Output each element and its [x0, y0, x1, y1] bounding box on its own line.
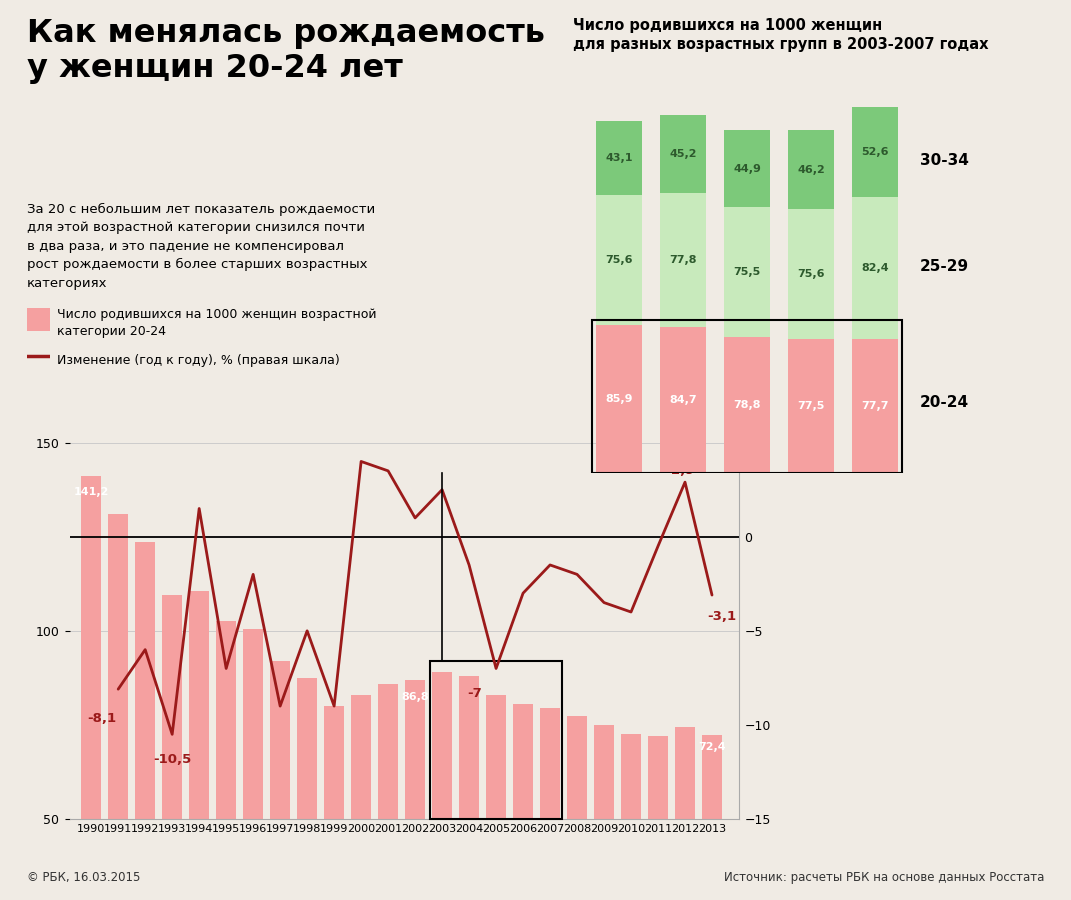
Bar [297, 678, 317, 900]
Bar [853, 197, 899, 339]
Text: -8,1: -8,1 [88, 712, 117, 724]
Text: -10,5: -10,5 [153, 753, 192, 766]
Text: Изменение (год к году), % (правая шкала): Изменение (год к году), % (правая шкала) [57, 354, 340, 366]
Bar [788, 339, 834, 472]
Bar [378, 683, 398, 900]
Bar [660, 115, 706, 194]
Bar [594, 724, 614, 900]
Bar [853, 339, 899, 472]
Text: Как менялась рождаемость
у женщин 20-24 лет: Как менялась рождаемость у женщин 20-24 … [27, 18, 545, 84]
Text: 46,2: 46,2 [797, 165, 825, 175]
Bar [351, 695, 372, 900]
Text: 77,7: 77,7 [861, 400, 889, 410]
Bar [592, 320, 902, 472]
Bar [540, 708, 560, 900]
Text: 77,5: 77,5 [798, 400, 825, 411]
Text: 84,7: 84,7 [669, 395, 697, 405]
Bar [108, 514, 129, 900]
Bar [190, 591, 209, 900]
Bar [513, 704, 533, 900]
Text: 30-34: 30-34 [920, 153, 969, 168]
Text: 86,8: 86,8 [402, 692, 428, 702]
Bar [788, 130, 834, 210]
Bar [325, 706, 344, 900]
Text: 45,2: 45,2 [669, 149, 697, 159]
Text: 20-24: 20-24 [920, 395, 969, 410]
Bar [567, 716, 587, 900]
Bar [675, 727, 695, 900]
Text: Число родившихся на 1000 женщин
для разных возрастных групп в 2003-2007 годах: Число родившихся на 1000 женщин для разн… [573, 18, 989, 52]
Bar [724, 130, 770, 207]
Text: 77,8: 77,8 [669, 255, 697, 265]
Bar [595, 325, 642, 472]
Bar [162, 595, 182, 900]
Bar [788, 210, 834, 339]
Text: 82,4: 82,4 [861, 263, 889, 273]
Bar [595, 121, 642, 194]
Text: 25-29: 25-29 [920, 259, 969, 274]
Text: 43,1: 43,1 [605, 153, 633, 163]
Bar [135, 543, 155, 900]
Bar [405, 680, 425, 900]
Bar [660, 194, 706, 327]
Bar [648, 736, 668, 900]
Bar [621, 734, 642, 900]
Bar [853, 107, 899, 197]
Text: 85,9: 85,9 [605, 393, 633, 404]
Text: 75,6: 75,6 [605, 255, 633, 265]
Bar [243, 629, 263, 900]
Bar [429, 661, 562, 819]
Text: Источник: расчеты РБК на основе данных Росстата: Источник: расчеты РБК на основе данных Р… [724, 871, 1044, 884]
Bar [595, 194, 642, 325]
Text: 2,9: 2,9 [670, 464, 694, 476]
Text: 72,4: 72,4 [698, 742, 726, 752]
Bar [459, 676, 479, 900]
Text: 75,5: 75,5 [734, 267, 760, 277]
Text: © РБК, 16.03.2015: © РБК, 16.03.2015 [27, 871, 140, 884]
Bar [660, 327, 706, 472]
Text: 78,8: 78,8 [734, 400, 760, 410]
Text: 141,2: 141,2 [74, 487, 109, 497]
Bar [724, 337, 770, 473]
Bar [486, 695, 507, 900]
Bar [270, 661, 290, 900]
Text: 75,6: 75,6 [797, 269, 825, 279]
Text: Число родившихся на 1000 женщин возрастной
категории 20-24: Число родившихся на 1000 женщин возрастн… [57, 308, 376, 338]
Bar [432, 672, 452, 900]
Text: 52,6: 52,6 [861, 147, 889, 157]
Bar [216, 621, 237, 900]
Text: 44,9: 44,9 [733, 164, 761, 174]
Text: -3,1: -3,1 [707, 610, 736, 623]
Bar [724, 207, 770, 337]
Bar [81, 476, 102, 900]
Text: За 20 с небольшим лет показатель рождаемости
для этой возрастной категории снизи: За 20 с небольшим лет показатель рождаем… [27, 202, 375, 290]
Text: -7: -7 [467, 688, 482, 700]
Bar [702, 734, 722, 900]
